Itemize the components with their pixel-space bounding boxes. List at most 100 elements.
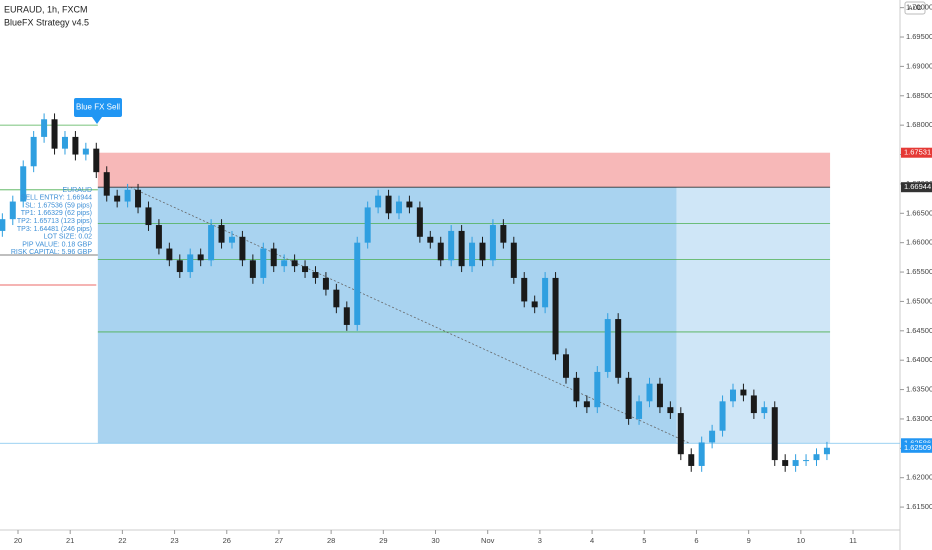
candle-body bbox=[322, 277, 329, 290]
candle-body bbox=[72, 136, 79, 155]
y-tick-label: 1.64000 bbox=[906, 355, 932, 364]
candle-body bbox=[636, 401, 643, 419]
candle-body bbox=[437, 242, 444, 261]
candle-body bbox=[625, 377, 632, 419]
y-tick-label: 1.66500 bbox=[906, 208, 932, 217]
candle-body bbox=[114, 195, 121, 202]
candle-body bbox=[771, 407, 778, 461]
price-tag-label: 1.66944 bbox=[904, 182, 931, 191]
candle-body bbox=[656, 383, 663, 408]
x-tick-label: 21 bbox=[66, 536, 74, 545]
x-tick-label: 4 bbox=[590, 536, 594, 545]
candle-body bbox=[155, 225, 162, 249]
y-tick-label: 1.66000 bbox=[906, 238, 932, 247]
candle-body bbox=[187, 254, 194, 273]
candle-body bbox=[761, 407, 768, 414]
candle-body bbox=[312, 272, 319, 278]
candle-body bbox=[489, 225, 496, 261]
candle-body bbox=[698, 442, 705, 466]
info-line: EURAUD bbox=[62, 187, 92, 194]
info-line: LOT SIZE: 0.02 bbox=[43, 234, 92, 241]
candle-body bbox=[197, 254, 204, 261]
candle-body bbox=[729, 389, 736, 402]
candle-body bbox=[542, 277, 549, 308]
candle-body bbox=[145, 207, 152, 226]
candle-body bbox=[813, 454, 820, 461]
candle-body bbox=[354, 242, 361, 325]
candle-body bbox=[750, 395, 757, 414]
candle-body bbox=[521, 277, 528, 302]
candle-body bbox=[124, 189, 131, 202]
candle-body bbox=[395, 201, 402, 214]
x-tick-label: 28 bbox=[327, 536, 335, 545]
candle-body bbox=[260, 248, 267, 278]
y-tick-label: 1.64500 bbox=[906, 326, 932, 335]
x-tick-label: 9 bbox=[747, 536, 751, 545]
candle-body bbox=[458, 230, 465, 267]
x-tick-label: 11 bbox=[849, 536, 857, 545]
candle-body bbox=[646, 383, 653, 402]
info-line: TP2: 1.65713 (123 pips) bbox=[17, 218, 92, 225]
price-tag-label: 1.62509 bbox=[904, 443, 931, 452]
candle-body bbox=[41, 119, 48, 137]
candle-body bbox=[688, 454, 695, 466]
candle-body bbox=[531, 301, 538, 308]
candle-body bbox=[677, 413, 684, 455]
x-tick-label: 27 bbox=[275, 536, 283, 545]
x-tick-label: 26 bbox=[223, 536, 231, 545]
y-tick-label: 1.69500 bbox=[906, 32, 932, 41]
candle-body bbox=[135, 189, 142, 208]
candle-body bbox=[479, 242, 486, 261]
candle-body bbox=[291, 260, 298, 267]
x-tick-label: 6 bbox=[694, 536, 698, 545]
y-tick-label: 1.63000 bbox=[906, 414, 932, 423]
price-tag-label: 1.62586 bbox=[904, 438, 931, 447]
candle-body bbox=[375, 195, 382, 208]
info-line: RISK CAPITAL: 5.96 GBP bbox=[11, 249, 93, 256]
candle-body bbox=[364, 207, 371, 243]
candle-body bbox=[166, 248, 173, 261]
candle-body bbox=[416, 207, 423, 237]
candle-body bbox=[573, 377, 580, 402]
info-line: TP1: 1.66329 (62 pips) bbox=[21, 210, 92, 217]
candle-body bbox=[82, 148, 89, 155]
candle-body bbox=[30, 136, 37, 167]
candle-body bbox=[51, 119, 58, 149]
candle-body bbox=[239, 236, 246, 261]
y-tick-label: 1.69000 bbox=[906, 61, 932, 70]
candle-body bbox=[270, 248, 277, 267]
candle-body bbox=[343, 307, 350, 325]
x-tick-label: 3 bbox=[538, 536, 542, 545]
candle-body bbox=[667, 407, 674, 414]
indicator: BlueFX Strategy v4.5 bbox=[4, 17, 89, 27]
candle-body bbox=[385, 195, 392, 214]
info-line: SL: 1.67536 (59 pips) bbox=[25, 202, 92, 209]
candle-body bbox=[803, 460, 810, 462]
price-tag bbox=[901, 147, 932, 158]
bubble-box bbox=[74, 98, 122, 117]
candle-body bbox=[61, 136, 68, 149]
y-tick-label: 1.65500 bbox=[906, 267, 932, 276]
candle-body bbox=[93, 148, 100, 173]
price-tag bbox=[901, 442, 932, 453]
x-tick-label: Nov bbox=[481, 536, 495, 545]
signal-bubble: Blue FX Sell bbox=[74, 98, 122, 124]
candle-body bbox=[249, 260, 256, 278]
y-tick-label: 1.61500 bbox=[906, 502, 932, 511]
candle-body bbox=[406, 201, 413, 208]
zone bbox=[97, 152, 831, 188]
candle-body bbox=[281, 260, 288, 267]
candle-body bbox=[604, 319, 611, 372]
x-tick-label: 5 bbox=[642, 536, 646, 545]
currency-box[interactable] bbox=[904, 1, 926, 15]
currency[interactable]: AUD bbox=[908, 5, 922, 12]
candle-body bbox=[9, 201, 16, 220]
candle-body bbox=[208, 225, 215, 261]
candle-body bbox=[448, 230, 455, 261]
y-tick-label: 1.63500 bbox=[906, 385, 932, 394]
candle-body bbox=[333, 289, 340, 308]
candle-body bbox=[228, 236, 235, 243]
info-line: TP3: 1.64481 (246 pips) bbox=[17, 226, 92, 233]
